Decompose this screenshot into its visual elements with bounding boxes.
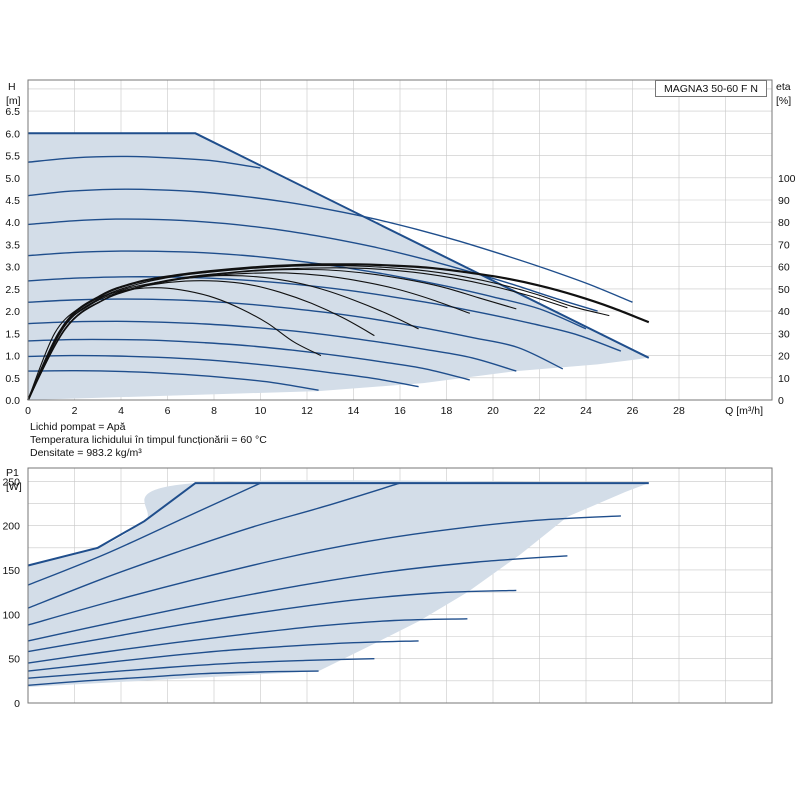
- y-tick-label: 4.5: [5, 195, 20, 207]
- x-tick-label: 12: [301, 405, 313, 417]
- h-curve: [27, 320, 517, 372]
- x-tick-label: 24: [580, 405, 592, 417]
- y2-tick-label: 60: [778, 262, 790, 274]
- y-tick-label: 2.5: [5, 284, 20, 296]
- h-curve: [27, 218, 598, 312]
- operating-area: [28, 480, 649, 687]
- y-axis-unit: [W]: [6, 481, 22, 493]
- note-density: Densitate = 983.2 kg/m³: [30, 447, 142, 459]
- y2-tick-label: 100: [778, 173, 796, 185]
- plot-frame: [27, 467, 773, 704]
- y2-tick-label: 20: [778, 351, 790, 363]
- model-label: MAGNA3 50-60 F N: [655, 80, 767, 97]
- h-curve: [27, 250, 587, 330]
- y-tick-label: 1.5: [5, 328, 20, 340]
- y-tick-label: 3.0: [5, 262, 20, 274]
- p-curve: [27, 640, 419, 672]
- p-curve: [27, 670, 319, 686]
- y-tick-label: 150: [2, 565, 20, 577]
- head-efficiency-chart: 0 2 4 6 8 10 12 14 16 18 20 22 24 26 280.00.51.01.52.0…: [5, 79, 796, 417]
- x-tick-label: 4: [118, 405, 124, 417]
- y2-tick-label: 80: [778, 217, 790, 229]
- y2-tick-label: 0: [778, 395, 784, 407]
- x-tick-label: 28: [673, 405, 685, 417]
- y-tick-label: 5.5: [5, 151, 20, 163]
- y-tick-label: 1.0: [5, 351, 20, 363]
- y2-tick-label: 90: [778, 195, 790, 207]
- x-tick-label: 6: [165, 405, 171, 417]
- x-tick-label: 2: [72, 405, 78, 417]
- y-tick-label: 200: [2, 521, 20, 533]
- h-curve: [27, 369, 319, 391]
- fluid-notes: Lichid pompat = Apă Temperatura lichidul…: [30, 421, 267, 460]
- eta-curve: [27, 274, 419, 401]
- x-tick-label: 16: [394, 405, 406, 417]
- y-axis-label: H: [8, 81, 16, 93]
- y-tick-label: 5.0: [5, 173, 20, 185]
- y-tick-label: 0.0: [5, 395, 20, 407]
- p-curve: [27, 482, 261, 586]
- h-curve: [27, 298, 564, 370]
- x-tick-label: 18: [441, 405, 453, 417]
- y2-tick-label: 70: [778, 239, 790, 251]
- y-tick-label: 6.5: [5, 106, 20, 118]
- x-axis-label: Q [m³/h]: [725, 405, 763, 417]
- p-curve: [27, 618, 468, 664]
- y-tick-label: 3.5: [5, 239, 20, 251]
- y2-axis-label: eta: [776, 81, 791, 93]
- p-curve: [27, 589, 517, 653]
- plot-frame: [27, 79, 773, 401]
- x-tick-label: 8: [211, 405, 217, 417]
- x-tick-label: 10: [255, 405, 267, 417]
- eta-curve: [27, 280, 375, 401]
- h-curve: [27, 155, 261, 169]
- note-liquid: Lichid pompat = Apă: [30, 421, 126, 433]
- y-axis-unit: [m]: [6, 95, 21, 107]
- y2-tick-label: 40: [778, 306, 790, 318]
- y-axis-label: P1: [6, 467, 19, 479]
- h-curve-max: [28, 132, 650, 359]
- h-curve: [27, 276, 622, 352]
- eta-curve: [27, 287, 322, 401]
- p-curve: [27, 515, 621, 626]
- y-tick-label: 50: [8, 654, 20, 666]
- y2-tick-label: 50: [778, 284, 790, 296]
- note-temperature: Temperatura lichidului în timpul funcțio…: [30, 434, 267, 446]
- eta-curve: [27, 263, 650, 401]
- p-curve: [27, 482, 401, 609]
- y-tick-label: 100: [2, 609, 20, 621]
- y-tick-label: 6.0: [5, 128, 20, 140]
- p-curve: [27, 555, 568, 642]
- h-curve: [27, 354, 419, 388]
- p-curve: [27, 658, 375, 679]
- y2-tick-label: 30: [778, 328, 790, 340]
- y-tick-label: 250: [2, 476, 20, 488]
- y-tick-label: 0: [14, 698, 20, 710]
- y-tick-label: 0.5: [5, 373, 20, 385]
- eta-curve: [27, 272, 470, 401]
- eta-curve: [27, 264, 610, 401]
- x-tick-label: 14: [348, 405, 360, 417]
- x-tick-label: 20: [487, 405, 499, 417]
- h-curve: [27, 188, 633, 303]
- x-tick-label: 22: [534, 405, 546, 417]
- x-tick-label: 0: [25, 405, 31, 417]
- h-curve: [27, 338, 470, 381]
- x-tick-label: 26: [627, 405, 639, 417]
- p-curve-max: [27, 482, 649, 567]
- y2-axis-unit: [%]: [776, 95, 791, 107]
- y2-tick-label: 10: [778, 373, 790, 385]
- y-tick-label: 4.0: [5, 217, 20, 229]
- y-tick-label: 2.0: [5, 306, 20, 318]
